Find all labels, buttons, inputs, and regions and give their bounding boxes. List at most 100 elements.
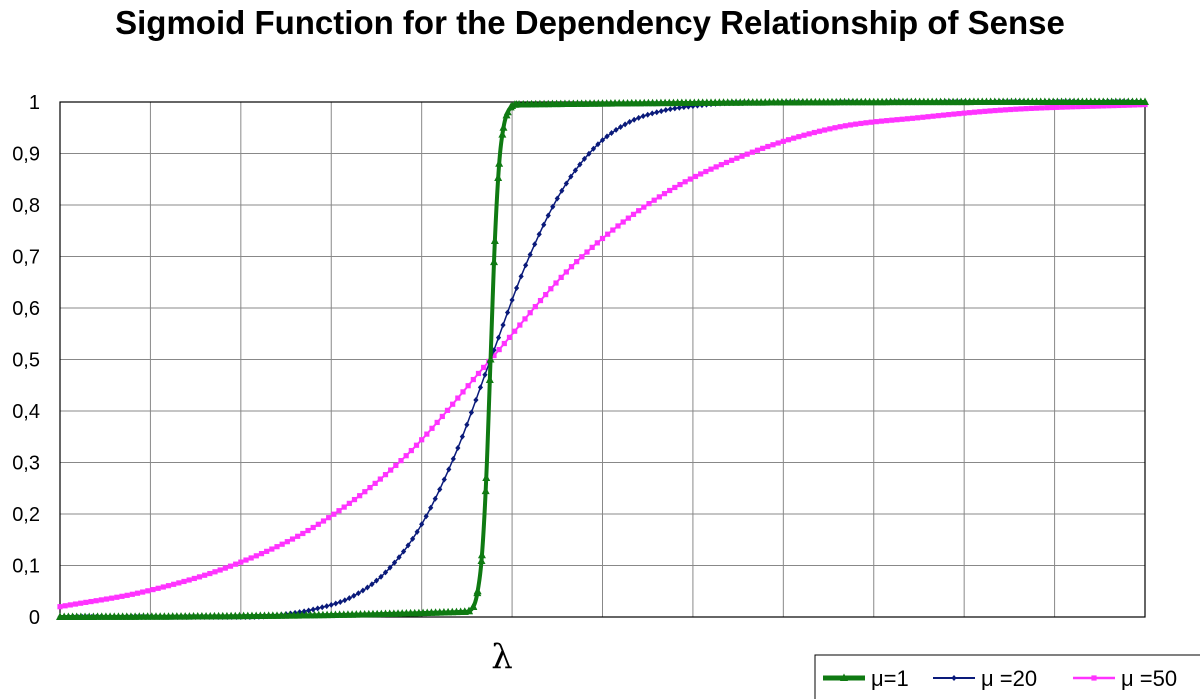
data-point xyxy=(687,176,693,182)
y-tick-label: 0,7 xyxy=(12,247,40,269)
data-point xyxy=(692,173,699,180)
data-point xyxy=(346,500,352,506)
data-point xyxy=(419,437,425,443)
data-point xyxy=(450,455,456,462)
data-point xyxy=(382,472,389,478)
chart-title: Sigmoid Function for the Dependency Rela… xyxy=(115,4,1065,41)
data-point xyxy=(377,476,383,482)
data-point xyxy=(636,114,642,121)
data-point xyxy=(227,563,234,569)
data-point xyxy=(796,134,802,140)
data-point xyxy=(703,168,709,175)
data-point xyxy=(599,235,606,242)
data-point xyxy=(1141,97,1149,105)
data-point xyxy=(744,151,750,157)
data-point xyxy=(1111,102,1117,109)
y-tick-label: 0,1 xyxy=(12,556,40,578)
data-point xyxy=(477,384,484,391)
data-point xyxy=(613,126,619,133)
data-point xyxy=(258,551,265,557)
data-point xyxy=(951,111,957,117)
data-point xyxy=(1013,106,1019,112)
legend-item: μ=1 xyxy=(823,666,909,691)
data-point xyxy=(816,128,823,134)
data-point xyxy=(532,304,538,310)
data-point xyxy=(346,595,352,602)
legend: μ=1 μ =20 μ =50 xyxy=(814,654,1200,699)
data-point xyxy=(207,570,213,577)
data-point xyxy=(88,598,94,605)
data-point xyxy=(78,600,84,606)
data-point xyxy=(853,121,859,127)
data-point xyxy=(405,542,411,549)
data-point xyxy=(295,533,301,539)
data-point xyxy=(364,584,371,591)
data-point xyxy=(181,578,187,585)
data-point xyxy=(785,137,792,143)
data-point xyxy=(708,166,714,172)
data-point xyxy=(760,145,766,151)
data-point xyxy=(649,110,655,117)
data-point xyxy=(512,328,518,334)
data-point xyxy=(568,173,574,180)
data-point xyxy=(279,541,285,547)
data-point xyxy=(559,187,565,194)
data-point xyxy=(658,108,664,115)
data-point xyxy=(459,433,465,440)
data-point xyxy=(1023,106,1029,112)
data-point xyxy=(858,120,864,127)
data-point xyxy=(997,107,1003,113)
data-point xyxy=(568,264,575,270)
data-point xyxy=(310,524,316,531)
data-point xyxy=(337,598,343,605)
data-point xyxy=(806,131,812,137)
data-point xyxy=(590,145,597,152)
data-point xyxy=(961,110,967,116)
data-point xyxy=(477,550,486,559)
data-point xyxy=(310,606,316,613)
data-point xyxy=(754,147,761,153)
data-point xyxy=(437,486,443,493)
data-point xyxy=(1095,103,1102,109)
data-point xyxy=(155,585,161,591)
data-point xyxy=(553,280,559,286)
data-point xyxy=(413,442,420,448)
data-point xyxy=(475,370,482,377)
data-point xyxy=(640,113,646,120)
data-point xyxy=(672,184,678,191)
data-point xyxy=(646,201,652,207)
data-point xyxy=(450,401,456,407)
data-point xyxy=(868,119,874,125)
data-point xyxy=(501,340,507,347)
data-point xyxy=(1121,102,1127,108)
data-point xyxy=(355,590,361,597)
data-point xyxy=(222,565,228,571)
data-point xyxy=(253,553,259,559)
data-point xyxy=(518,273,524,280)
data-point xyxy=(150,586,156,593)
data-point xyxy=(554,195,560,202)
data-point xyxy=(987,108,993,114)
y-axis-tick-labels: 0 0,1 0,2 0,3 0,4 0,5 0,6 0,7 0,8 0,9 1 xyxy=(12,92,40,629)
data-point xyxy=(574,259,580,265)
data-point xyxy=(331,511,337,517)
data-point xyxy=(940,112,947,118)
data-point xyxy=(468,409,474,416)
legend-label: μ =20 xyxy=(981,666,1037,691)
data-point xyxy=(572,167,578,174)
data-point xyxy=(378,573,384,580)
data-point xyxy=(503,107,512,116)
legend-label: μ=1 xyxy=(871,666,909,691)
data-point xyxy=(490,236,499,245)
data-point xyxy=(498,130,507,138)
data-point xyxy=(713,164,719,170)
data-point xyxy=(631,116,637,123)
data-point xyxy=(274,544,280,550)
y-tick-label: 0,9 xyxy=(12,144,40,166)
data-point xyxy=(873,119,879,125)
data-point xyxy=(176,580,182,586)
data-point xyxy=(925,114,931,120)
data-point xyxy=(811,129,817,136)
data-point xyxy=(863,120,869,126)
